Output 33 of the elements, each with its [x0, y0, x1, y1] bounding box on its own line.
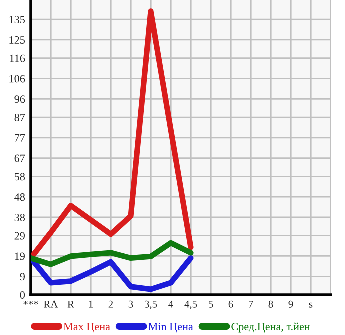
- x-tick-label: 5: [209, 300, 214, 308]
- x-tick-label: 3,5: [144, 300, 158, 310]
- y-tick-label: 116: [10, 54, 26, 62]
- legend-label: Min Цена: [148, 323, 194, 333]
- x-tick-label: 4,5: [184, 300, 198, 310]
- x-tick-label: 8: [268, 300, 274, 308]
- x-tick-label: 9: [288, 300, 294, 308]
- y-tick-label: 87: [14, 114, 26, 122]
- y-tick-label: 0: [20, 291, 26, 299]
- legend-label: Max Цена: [64, 323, 110, 333]
- x-tick-label: R: [68, 300, 74, 308]
- y-tick-label: 38: [14, 214, 26, 222]
- x-tick-label: 3: [128, 300, 134, 308]
- y-tick-label: 96: [14, 96, 26, 104]
- x-tick-label: 2: [108, 300, 114, 308]
- y-tick-label: 48: [14, 194, 26, 202]
- x-tick-label: 7: [249, 300, 254, 308]
- x-tick-label: 6: [228, 300, 234, 308]
- y-tick-label: 125: [10, 36, 26, 44]
- y-tick-label: 135: [10, 16, 26, 24]
- y-tick-label: 77: [15, 134, 26, 142]
- y-tick-label: 29: [14, 232, 25, 240]
- y-tick-label: 58: [14, 173, 26, 181]
- x-tick-label: s: [309, 302, 313, 308]
- x-tick-label: ***: [24, 300, 38, 305]
- y-tick-label: 67: [14, 154, 26, 162]
- x-tick-label: 4: [168, 300, 174, 308]
- y-tick-label: 19: [15, 252, 25, 260]
- legend-label: Сред.Цена, т.йен: [232, 322, 310, 333]
- y-tick-label: 106: [10, 75, 26, 83]
- y-tick-label: 9: [20, 273, 25, 281]
- x-tick-label: RA: [44, 300, 58, 308]
- x-tick-label: 1: [89, 300, 93, 308]
